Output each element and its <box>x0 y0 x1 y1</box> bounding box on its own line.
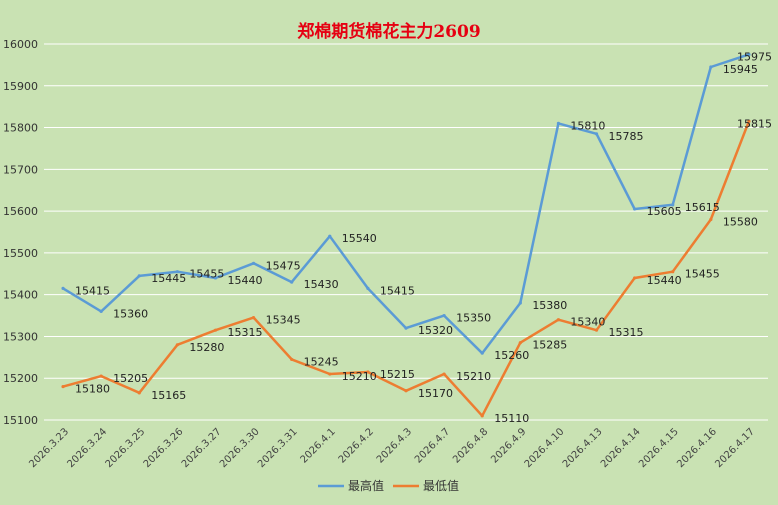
data-point <box>480 414 484 418</box>
data-point <box>99 374 103 378</box>
data-label: 15945 <box>723 63 758 76</box>
data-label: 15440 <box>647 274 682 287</box>
data-label: 15615 <box>685 201 720 214</box>
data-point <box>99 309 103 313</box>
data-point <box>404 389 408 393</box>
y-tick-label: 15600 <box>3 205 38 218</box>
data-point <box>556 121 561 125</box>
data-point <box>61 384 65 389</box>
data-point <box>480 351 484 355</box>
y-tick-label: 15200 <box>3 372 38 385</box>
data-point <box>366 286 370 290</box>
data-label: 15810 <box>570 119 605 132</box>
data-point <box>213 276 218 280</box>
data-label: 15415 <box>75 284 110 297</box>
data-point <box>175 343 179 347</box>
data-label: 15315 <box>609 326 644 339</box>
data-label: 15455 <box>685 268 720 281</box>
data-point <box>328 372 332 376</box>
data-label: 15340 <box>570 316 605 329</box>
data-label: 15360 <box>113 307 148 320</box>
data-label: 15165 <box>151 389 186 402</box>
data-label: 15315 <box>227 326 262 339</box>
data-label: 15430 <box>304 278 339 291</box>
data-point <box>61 286 65 290</box>
data-point <box>366 370 370 374</box>
data-label: 15785 <box>609 130 644 143</box>
data-point <box>251 261 256 265</box>
legend: 最高值 最低值 <box>318 478 459 493</box>
data-label: 15205 <box>113 372 148 385</box>
data-point <box>213 328 218 332</box>
y-tick-label: 15100 <box>3 414 38 427</box>
data-label: 15320 <box>418 324 453 337</box>
data-label: 15975 <box>737 50 772 63</box>
data-point <box>747 119 751 123</box>
data-label: 15540 <box>342 232 377 245</box>
data-point <box>290 357 294 362</box>
data-label: 15245 <box>304 355 339 368</box>
data-label: 15445 <box>151 272 186 285</box>
data-point <box>671 270 675 274</box>
data-label: 15215 <box>380 368 415 381</box>
data-label: 15110 <box>494 412 529 425</box>
data-label: 15605 <box>647 205 682 218</box>
legend-label: 最低值 <box>423 478 459 493</box>
data-label: 15455 <box>189 268 224 281</box>
data-point <box>251 316 256 320</box>
data-point <box>518 341 522 345</box>
data-point <box>594 328 599 332</box>
data-label: 15170 <box>418 387 453 400</box>
data-point <box>175 270 179 274</box>
data-point <box>404 326 408 330</box>
y-tick-label: 15700 <box>3 163 38 176</box>
data-label: 15210 <box>456 370 491 383</box>
data-label: 15475 <box>266 259 301 272</box>
data-label: 15345 <box>266 314 301 327</box>
data-label: 15380 <box>532 299 567 312</box>
chart-title: 郑棉期货棉花主力2609 <box>297 21 480 42</box>
data-point <box>709 217 713 222</box>
y-tick-label: 15300 <box>3 330 38 343</box>
data-label: 15260 <box>494 349 529 362</box>
y-axis: 15100 15200 15300 15400 15500 15600 15700 15800… <box>3 38 38 427</box>
grid-lines <box>44 43 768 421</box>
data-point <box>328 234 332 238</box>
data-point <box>747 52 751 57</box>
data-label: 15415 <box>380 284 415 297</box>
data-point <box>556 318 561 322</box>
data-point <box>442 313 446 318</box>
y-tick-label: 15800 <box>3 122 38 135</box>
y-tick-label: 15400 <box>3 289 38 302</box>
data-label: 15210 <box>342 370 377 383</box>
data-point <box>137 274 141 278</box>
data-point <box>594 132 599 136</box>
data-label: 15580 <box>723 215 758 228</box>
data-point <box>633 276 637 280</box>
data-label: 15180 <box>75 383 110 396</box>
data-point <box>709 65 713 69</box>
data-point <box>518 301 522 305</box>
legend-label: 最高值 <box>348 478 384 493</box>
data-label: 15815 <box>737 117 772 130</box>
data-label: 15280 <box>189 341 224 354</box>
data-point <box>633 207 637 211</box>
data-point <box>137 391 141 395</box>
data-label: 15285 <box>532 339 567 352</box>
y-tick-label: 16000 <box>3 38 38 51</box>
y-tick-label: 15900 <box>3 80 38 93</box>
series-lines <box>61 52 751 418</box>
data-label: 15440 <box>227 274 262 287</box>
data-label: 15350 <box>456 312 491 325</box>
y-tick-label: 15500 <box>3 247 38 260</box>
data-point <box>442 372 446 376</box>
data-point <box>671 203 675 207</box>
data-point <box>290 280 294 284</box>
